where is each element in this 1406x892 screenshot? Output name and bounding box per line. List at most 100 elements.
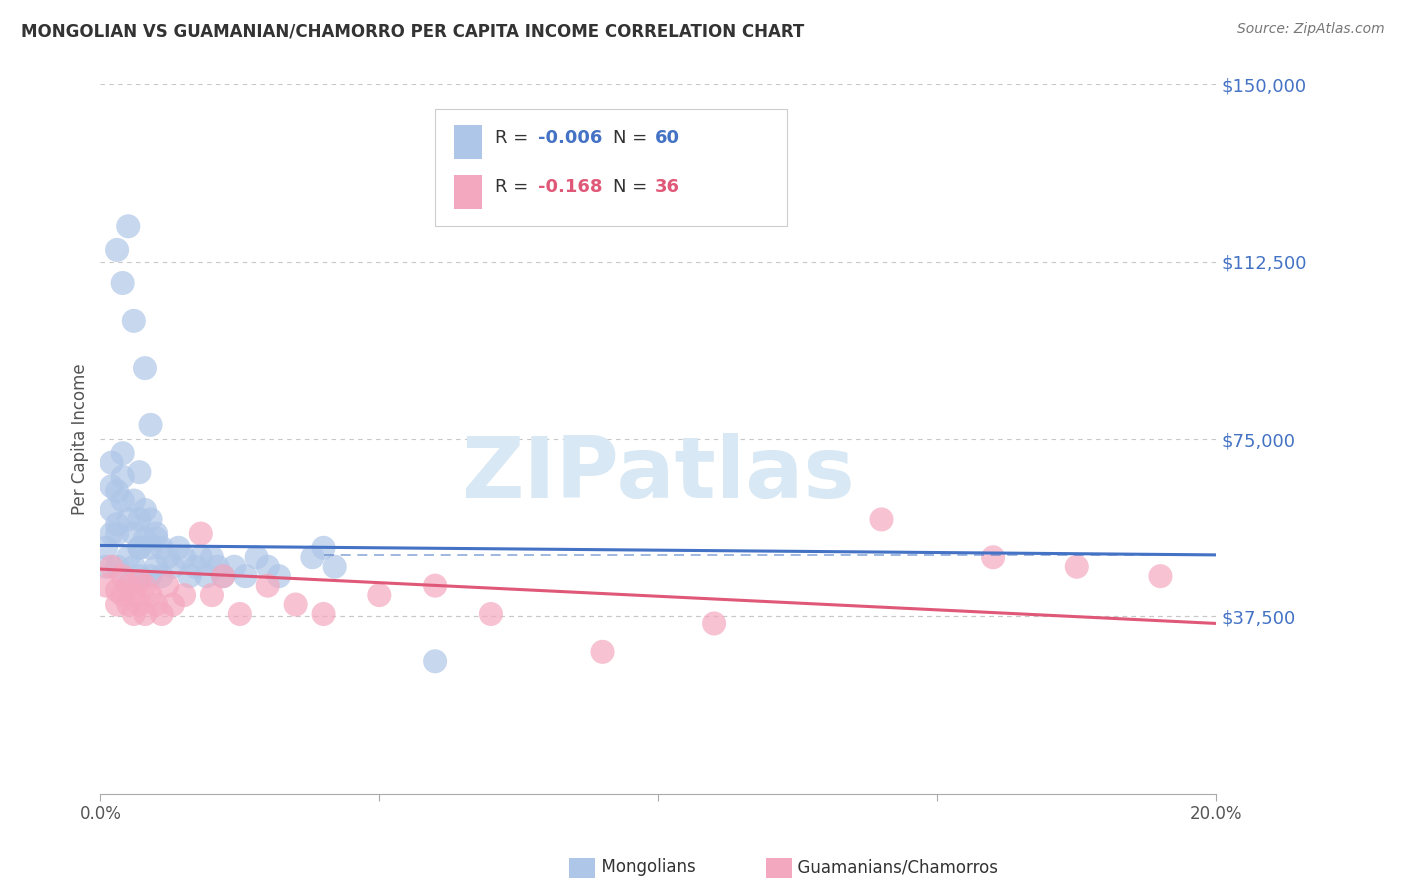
Point	[122, 493, 145, 508]
Point	[128, 465, 150, 479]
Point	[105, 517, 128, 532]
Text: 36: 36	[655, 178, 681, 196]
Point	[173, 550, 195, 565]
Point	[139, 512, 162, 526]
Point	[201, 588, 224, 602]
Point	[479, 607, 502, 621]
Text: ZIPatlas: ZIPatlas	[461, 433, 855, 516]
Point	[423, 579, 446, 593]
Point	[117, 219, 139, 234]
Point	[94, 541, 117, 555]
Point	[111, 276, 134, 290]
Point	[145, 559, 167, 574]
Point	[111, 470, 134, 484]
Point	[134, 579, 156, 593]
Point	[870, 512, 893, 526]
FancyBboxPatch shape	[434, 109, 786, 227]
Point	[301, 550, 323, 565]
Point	[122, 588, 145, 602]
Point	[145, 532, 167, 546]
Point	[117, 512, 139, 526]
Point	[173, 588, 195, 602]
Point	[256, 579, 278, 593]
Point	[122, 607, 145, 621]
Point	[190, 526, 212, 541]
Point	[256, 559, 278, 574]
Text: -0.006: -0.006	[537, 128, 602, 146]
Point	[122, 314, 145, 328]
Point	[100, 479, 122, 493]
Point	[128, 512, 150, 526]
Point	[100, 559, 122, 574]
Text: -0.168: -0.168	[537, 178, 602, 196]
Text: Mongolians: Mongolians	[591, 858, 696, 876]
Point	[105, 559, 128, 574]
Point	[368, 588, 391, 602]
Point	[207, 559, 229, 574]
Point	[167, 541, 190, 555]
Point	[117, 598, 139, 612]
Point	[212, 569, 235, 583]
Point	[224, 559, 246, 574]
Point	[122, 559, 145, 574]
Point	[128, 574, 150, 588]
Point	[128, 541, 150, 555]
Point	[162, 559, 184, 574]
Point	[134, 607, 156, 621]
Point	[1066, 559, 1088, 574]
Point	[117, 550, 139, 565]
Point	[423, 654, 446, 668]
Point	[94, 559, 117, 574]
Point	[150, 607, 173, 621]
Point	[111, 493, 134, 508]
Point	[190, 550, 212, 565]
Point	[111, 446, 134, 460]
Point	[100, 503, 122, 517]
Point	[128, 598, 150, 612]
Point	[245, 550, 267, 565]
Text: R =: R =	[495, 128, 534, 146]
Text: N =: N =	[613, 178, 652, 196]
Point	[134, 532, 156, 546]
Text: Source: ZipAtlas.com: Source: ZipAtlas.com	[1237, 22, 1385, 37]
Point	[145, 598, 167, 612]
Point	[134, 503, 156, 517]
Point	[156, 579, 179, 593]
Point	[592, 645, 614, 659]
Point	[235, 569, 257, 583]
Text: 60: 60	[655, 128, 681, 146]
Point	[139, 588, 162, 602]
Point	[128, 569, 150, 583]
Point	[201, 550, 224, 565]
Point	[150, 569, 173, 583]
Text: N =: N =	[613, 128, 652, 146]
Point	[229, 607, 252, 621]
Point	[100, 526, 122, 541]
Point	[179, 569, 201, 583]
Point	[105, 484, 128, 499]
Point	[134, 361, 156, 376]
Point	[195, 569, 218, 583]
Point	[323, 559, 346, 574]
Point	[139, 541, 162, 555]
Text: R =: R =	[495, 178, 534, 196]
Point	[139, 569, 162, 583]
Point	[156, 550, 179, 565]
Point	[100, 456, 122, 470]
Point	[105, 243, 128, 257]
Point	[111, 588, 134, 602]
Point	[150, 541, 173, 555]
Point	[312, 607, 335, 621]
Point	[117, 579, 139, 593]
Y-axis label: Per Capita Income: Per Capita Income	[72, 363, 89, 515]
Point	[105, 526, 128, 541]
Point	[1149, 569, 1171, 583]
Point	[145, 526, 167, 541]
Point	[212, 569, 235, 583]
Point	[105, 583, 128, 598]
Point	[981, 550, 1004, 565]
Point	[139, 417, 162, 432]
FancyBboxPatch shape	[454, 175, 482, 209]
Text: Guamanians/Chamorros: Guamanians/Chamorros	[787, 858, 998, 876]
Point	[162, 598, 184, 612]
